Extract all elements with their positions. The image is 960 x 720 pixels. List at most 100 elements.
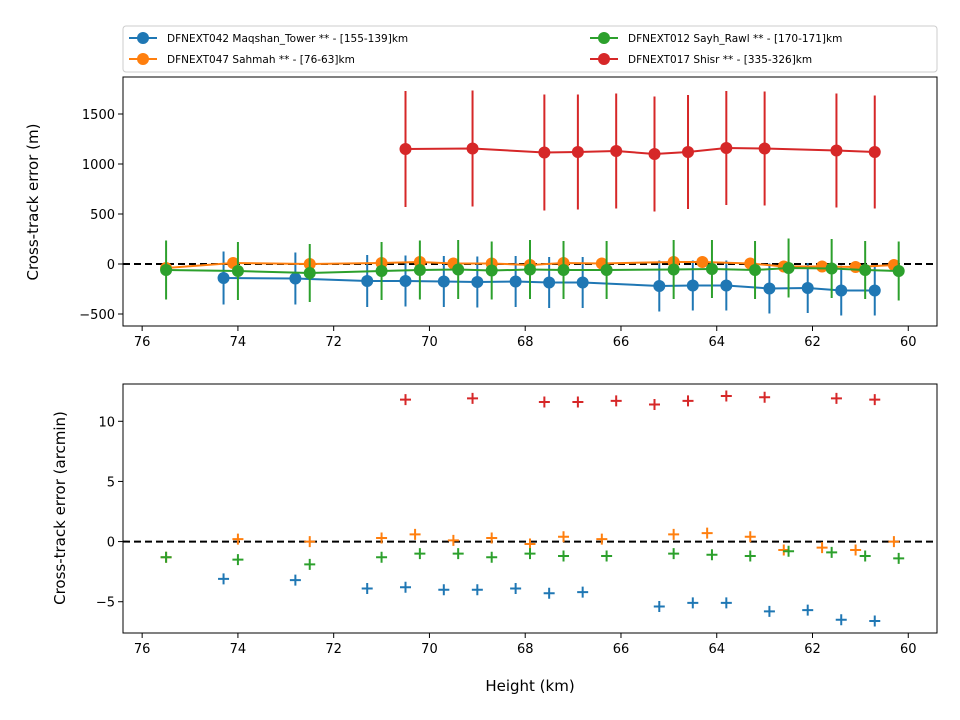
legend-frame [122,25,938,73]
x-tick-label: 70 [421,335,438,350]
x-tick-label: 62 [804,642,821,657]
legend-label: DFNEXT012 Sayh_Rawl ** - [170-171]km [628,33,842,45]
x-tick-label: 60 [900,642,917,657]
data-point [667,263,680,276]
data-point [778,544,790,556]
data-point [558,550,570,562]
data-point [438,584,450,596]
data-point [543,587,555,599]
data-point [610,145,623,157]
data-point [801,282,814,294]
data-point [720,142,733,154]
data-point [486,551,498,563]
data-point [763,605,775,617]
x-tick-label: 64 [708,335,725,350]
data-point [375,265,388,277]
data-point [538,146,551,159]
y-tick-label: 10 [98,415,115,430]
y-tick-label: 0 [107,258,115,273]
series-3 [160,238,905,302]
data-point [601,550,613,562]
data-point [744,531,756,543]
y-tick-label: 1000 [82,158,115,173]
top-plot-area [123,90,937,316]
data-point [648,148,661,160]
data-point [577,586,589,598]
x-tick-label: 68 [517,335,534,350]
data-point [466,142,479,155]
bottom-axes-frame [122,383,938,634]
data-point [414,548,426,560]
data-point [471,584,483,596]
data-point [232,554,244,566]
data-point [232,533,244,545]
legend: DFNEXT042 Maqshan_Tower ** - [155-139]km… [122,25,938,73]
data-point [399,275,412,287]
data-point [825,262,838,275]
data-point [759,391,771,403]
legend-entry: DFNEXT047 Sahmah ** - [76-63]km [129,53,355,66]
x-tick-label: 74 [230,335,247,350]
data-point [538,396,550,408]
y-tick-label: −5 [96,596,115,611]
x-tick-label: 72 [325,335,342,350]
series-4 [399,90,881,212]
legend-label: DFNEXT017 Shisr ** - [335-326]km [628,54,812,66]
data-point [826,546,838,558]
x-tick-label: 76 [134,642,151,657]
legend-entry: DFNEXT012 Sayh_Rawl ** - [170-171]km [590,32,842,45]
data-point [802,604,814,616]
data-point [596,533,608,545]
legend-marker [598,53,610,65]
data-point [452,548,464,560]
x-tick-label: 70 [421,642,438,657]
data-point [830,144,843,157]
data-point [869,615,881,627]
data-point [571,146,584,158]
data-point [376,551,388,563]
data-point [701,527,713,539]
data-point [576,276,589,289]
series-1 [218,573,881,627]
data-point [783,545,795,557]
data-point [509,275,522,288]
data-point [524,548,536,560]
x-tick-label: 64 [708,642,725,657]
bottom-y-axis-title: Cross-track error (arcmin) [51,411,69,605]
x-tick-label: 72 [325,642,342,657]
data-point [467,392,479,404]
data-point [653,601,665,613]
legend-label: DFNEXT047 Sahmah ** - [76-63]km [167,54,355,66]
data-point [400,394,412,406]
data-point [409,528,421,540]
data-point [850,544,862,556]
series-3 [160,545,905,570]
data-point [160,551,172,563]
legend-label: DFNEXT042 Maqshan_Tower ** - [155-139]km [167,33,408,45]
data-point [361,582,373,594]
data-point [524,538,536,550]
series-1 [217,251,881,316]
data-point [706,549,718,561]
data-point [686,279,699,292]
legend-marker [598,32,610,44]
data-point [485,264,498,277]
data-point [720,279,733,292]
data-point [543,276,556,289]
data-point [668,548,680,560]
data-point [888,536,900,548]
data-point [399,143,412,155]
data-point [720,597,732,609]
data-point [682,146,695,158]
data-point [486,532,498,544]
legend-entry: DFNEXT042 Maqshan_Tower ** - [155-139]km [129,32,408,45]
y-tick-label: −500 [79,308,115,323]
data-point [696,256,709,268]
x-tick-label: 74 [230,642,247,657]
data-point [217,272,230,284]
data-point [763,282,776,295]
data-point [668,528,680,540]
data-point [447,534,459,546]
x-tick-label: 62 [804,335,821,350]
